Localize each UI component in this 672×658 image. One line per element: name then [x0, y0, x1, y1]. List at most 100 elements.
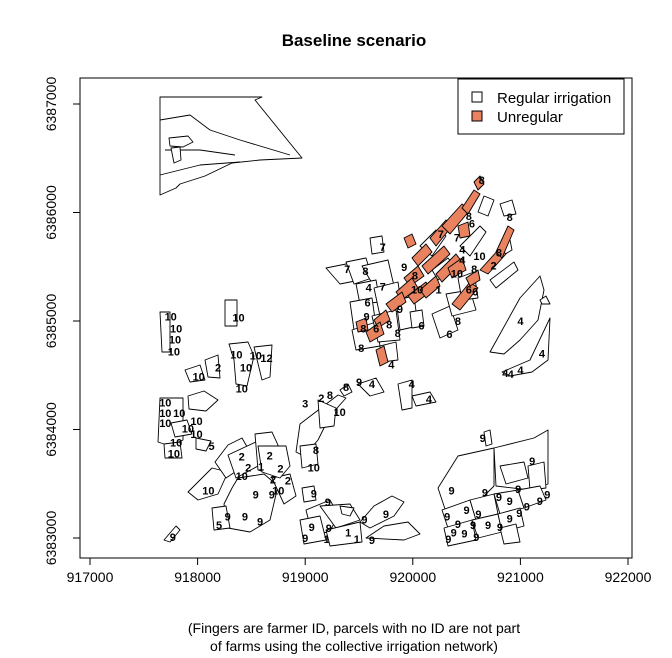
farmer-id-label: 4	[366, 282, 373, 294]
parcel-unregular	[457, 221, 471, 239]
farmer-id-label: 10	[193, 371, 205, 383]
parcel-unregular	[447, 257, 467, 279]
legend-swatch-unregular	[471, 110, 483, 122]
farmer-id-label: 9	[470, 520, 476, 532]
farmer-id-label: 8	[395, 328, 401, 340]
farmer-id-label: 8	[479, 175, 485, 187]
farmer-id-label: 1	[324, 534, 330, 546]
farmer-id-label: 6	[469, 218, 475, 230]
parcel	[187, 467, 229, 501]
farmer-id-label: 9	[253, 490, 259, 502]
y-tick-label: 6384000	[43, 402, 59, 457]
farmer-id-label: 9	[507, 513, 513, 525]
parcel	[497, 507, 525, 533]
farmer-id-label: 10	[169, 334, 181, 346]
parcel	[195, 437, 212, 452]
x-tick-label: 920000	[389, 569, 436, 585]
farmer-id-label: 8	[343, 382, 349, 394]
y-tick-label: 6386000	[43, 185, 59, 240]
farmer-id-label: 4	[409, 379, 416, 391]
parcel	[224, 299, 238, 327]
farmer-id-label: 7	[454, 232, 460, 244]
farmer-id-label: 9	[257, 517, 263, 529]
farmer-id-label: 9	[444, 511, 450, 523]
parcel	[317, 399, 337, 429]
farmer-id-label: 10	[159, 418, 171, 430]
farmer-id-label: 8	[412, 270, 418, 282]
x-tick-label: 919000	[282, 569, 329, 585]
parcel	[489, 261, 519, 289]
farmer-id-label: 8	[360, 324, 366, 336]
farmer-id-label: 1	[436, 285, 442, 297]
parcel	[357, 377, 385, 397]
parcel	[253, 344, 273, 381]
farmer-id-label: 10	[168, 346, 180, 358]
farmer-id-label: 5	[216, 520, 222, 532]
parcel-unregular	[461, 189, 481, 215]
parcel	[187, 390, 219, 412]
parcel	[397, 379, 413, 411]
farmer-id-label: 9	[455, 519, 461, 531]
farmer-id-label: 6	[466, 285, 472, 297]
parcel-unregular	[473, 175, 485, 191]
farmer-id-label: 9	[269, 490, 275, 502]
farmer-id-label: 4	[426, 394, 433, 406]
parcel-unregular	[495, 225, 515, 259]
farmer-id-label: 10	[190, 429, 202, 441]
farmer-id-label: 6	[418, 320, 424, 332]
farmer-id-label: 2	[277, 464, 283, 476]
parcel	[170, 419, 193, 438]
farmer-id-label: 1	[258, 461, 264, 473]
farmer-id-label: 8	[386, 319, 392, 331]
parcel-unregular	[355, 317, 369, 333]
farmer-id-label: 10	[232, 313, 244, 325]
farmer-id-label: 6	[446, 329, 452, 341]
farmer-id-label: 4	[517, 316, 524, 328]
farmer-id-label: 7	[344, 264, 350, 276]
parcel	[409, 309, 425, 329]
farmer-id-label: 2	[285, 475, 291, 487]
farmer-id-label: 9	[529, 456, 535, 468]
farmer-id-label: 8	[358, 343, 364, 355]
farmer-id-label: 6	[472, 287, 478, 299]
farmer-id-label: 10	[168, 448, 180, 460]
farmer-id-label: 10	[173, 408, 185, 420]
parcel	[325, 521, 363, 547]
farmer-id-label: 10	[165, 312, 177, 324]
farmer-id-label: 9	[309, 522, 315, 534]
farmer-id-label: 10	[250, 351, 262, 363]
farmer-id-label: 9	[363, 312, 369, 324]
farmer-id-label: 10	[473, 251, 485, 263]
farmer-id-label: 1	[354, 534, 360, 546]
farmer-id-label: 9	[445, 534, 451, 546]
farmer-id-label: 8	[327, 390, 333, 402]
farmer-id-label: 2	[239, 452, 245, 464]
legend-box	[457, 78, 625, 135]
x-tick-label: 921000	[497, 569, 544, 585]
y-tick-label: 6383000	[43, 511, 59, 566]
farmer-id-label: 9	[369, 535, 375, 547]
parcel-unregular	[421, 245, 451, 275]
parcel	[517, 485, 547, 509]
parcel-unregular	[385, 291, 407, 313]
parcel	[257, 445, 291, 479]
farmer-id-label: 4	[459, 255, 466, 267]
farmer-id-label: 9	[311, 489, 317, 501]
farmer-id-label: 9	[480, 433, 486, 445]
farmer-id-label: 4	[517, 365, 524, 377]
farmer-id-label: 9	[397, 304, 403, 316]
farmer-id-label: 4	[388, 359, 395, 371]
farmer-id-label: 9	[544, 490, 550, 502]
farmer-id-label: 9	[516, 508, 522, 520]
parcel	[299, 515, 327, 545]
parcel	[299, 443, 319, 469]
parcel	[459, 225, 487, 257]
parcel	[443, 519, 477, 547]
parcel-unregular	[375, 345, 389, 367]
parcel	[477, 195, 495, 217]
parcel-unregular	[411, 243, 433, 267]
farmer-id-label: 9	[497, 522, 503, 534]
farmer-id-label: 10	[451, 268, 463, 280]
farmer-id-label: 1	[345, 528, 351, 540]
parcel	[163, 525, 181, 543]
